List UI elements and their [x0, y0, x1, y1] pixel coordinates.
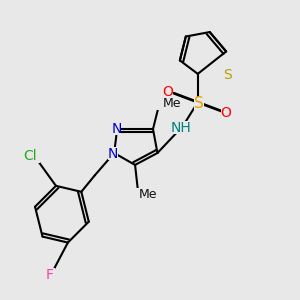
Text: O: O — [221, 106, 232, 120]
Text: S: S — [223, 68, 232, 82]
Text: N: N — [107, 147, 118, 160]
Text: N: N — [111, 122, 122, 136]
Text: S: S — [194, 96, 204, 111]
Text: Me: Me — [139, 188, 157, 201]
Bar — [108, 147, 118, 160]
Bar — [163, 85, 173, 98]
Bar — [21, 149, 40, 163]
Bar — [153, 97, 172, 110]
Bar — [112, 122, 122, 135]
Text: F: F — [46, 268, 54, 282]
Text: Cl: Cl — [24, 149, 38, 163]
Text: NH: NH — [171, 121, 192, 135]
Bar — [194, 97, 204, 110]
Text: Me: Me — [163, 97, 181, 110]
Bar — [223, 69, 232, 82]
Bar — [221, 106, 231, 119]
Text: O: O — [163, 85, 173, 99]
Bar — [129, 188, 148, 201]
Bar — [172, 121, 191, 134]
Bar — [45, 268, 55, 281]
